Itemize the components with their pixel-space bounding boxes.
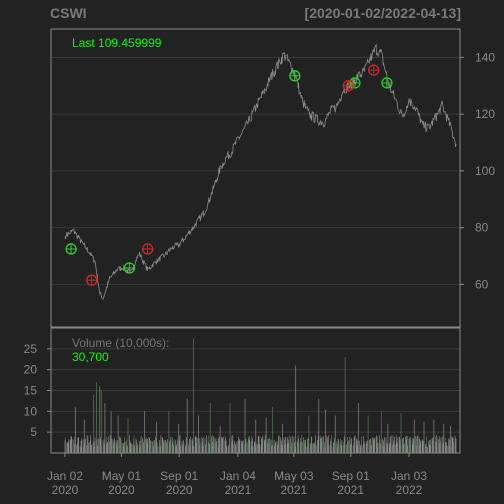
price-tick-label: 80 bbox=[475, 221, 489, 235]
price-tick-label: 60 bbox=[475, 277, 489, 291]
x-tick-label-date: Jan 04 bbox=[220, 469, 256, 483]
price-tick-label: 140 bbox=[475, 50, 495, 64]
price-panel bbox=[51, 29, 460, 327]
x-tick-label-year: 2021 bbox=[281, 483, 308, 497]
buy-signal-marker bbox=[381, 77, 393, 89]
volume-last-value: 30,700 bbox=[72, 350, 109, 364]
x-tick-label-date: Jan 03 bbox=[391, 469, 427, 483]
x-tick-label-year: 2020 bbox=[166, 483, 193, 497]
x-tick-label-date: Sep 01 bbox=[160, 469, 198, 483]
sell-signal-marker bbox=[86, 274, 98, 286]
last-price-label: Last 109.459999 bbox=[72, 36, 162, 50]
sell-signal-marker bbox=[368, 64, 380, 76]
volume-tick-label: 10 bbox=[24, 404, 38, 418]
volume-y-axis: 5 10 15 20 25 bbox=[24, 342, 51, 439]
volume-title-label: Volume (10,000s): bbox=[72, 336, 169, 350]
price-tick-label: 120 bbox=[475, 107, 495, 121]
symbol-title: CSWI bbox=[50, 5, 87, 21]
last-value-text: 109.459999 bbox=[98, 36, 162, 50]
x-tick-label-date: May 03 bbox=[274, 469, 314, 483]
last-label-text: Last bbox=[72, 36, 95, 50]
buy-signal-marker bbox=[123, 262, 136, 274]
x-tick-label-date: Sep 01 bbox=[332, 469, 370, 483]
price-y-axis: 60 80 100 120 140 bbox=[460, 50, 495, 291]
date-range-title: [2020-01-02/2022-04-13] bbox=[304, 5, 461, 21]
x-tick-label-year: 2021 bbox=[337, 483, 364, 497]
x-tick-label-year: 2021 bbox=[225, 483, 252, 497]
sell-signal-marker bbox=[342, 80, 355, 92]
volume-tick-label: 15 bbox=[24, 384, 38, 398]
volume-tick-label: 25 bbox=[24, 342, 38, 356]
x-tick-label-date: May 01 bbox=[102, 469, 142, 483]
price-line bbox=[64, 43, 457, 300]
x-tick-label-year: 2020 bbox=[108, 483, 135, 497]
price-tick-label: 100 bbox=[475, 164, 495, 178]
signal-markers bbox=[65, 64, 393, 286]
price-gridlines bbox=[51, 56, 460, 285]
x-tick-label-year: 2022 bbox=[396, 483, 423, 497]
x-tick-label-year: 2020 bbox=[52, 483, 79, 497]
price-panel-frame bbox=[50, 28, 461, 328]
buy-signal-marker bbox=[65, 243, 77, 255]
sell-signal-marker bbox=[142, 243, 154, 255]
buy-signal-marker bbox=[349, 77, 361, 89]
volume-tick-label: 20 bbox=[24, 363, 38, 377]
volume-bars bbox=[64, 338, 457, 453]
x-tick-label-date: Jan 02 bbox=[47, 469, 83, 483]
volume-tick-label: 5 bbox=[30, 425, 37, 439]
buy-signal-marker bbox=[289, 70, 301, 82]
